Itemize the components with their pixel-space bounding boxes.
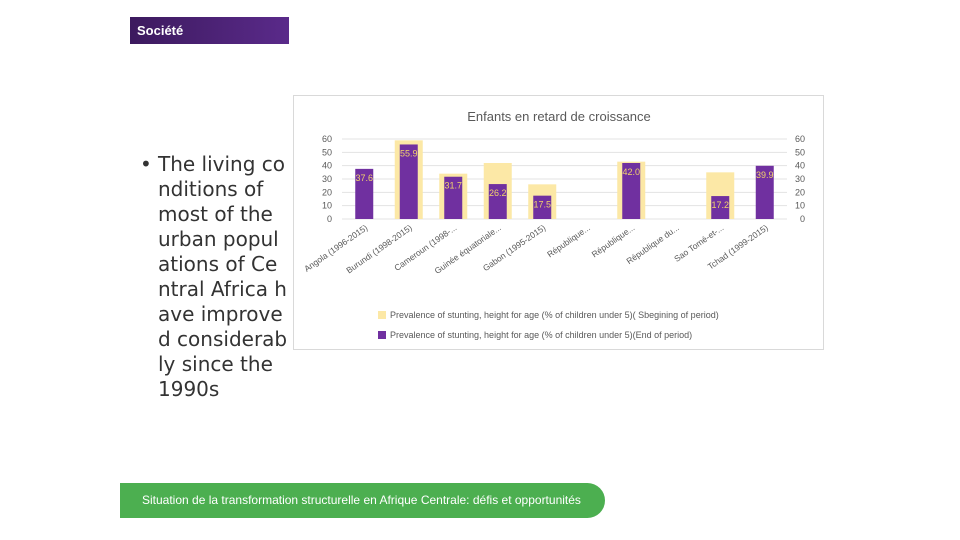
x-axis: Angola (1996-2015)Burundi (1998-2015)Cam… xyxy=(302,222,770,276)
bullet-text: The living conditions of most of the urb… xyxy=(158,152,288,401)
legend-swatch-begin xyxy=(378,311,386,319)
bullet-dot-icon: • xyxy=(140,152,152,176)
footer-banner: Situation de la transformation structure… xyxy=(120,483,605,518)
series-end-bars xyxy=(355,144,774,219)
y-tick-label-right: 10 xyxy=(795,201,805,211)
y-tick-label-left: 30 xyxy=(322,174,332,184)
section-tag: Société xyxy=(130,17,289,44)
bar-end xyxy=(488,184,507,219)
data-label: 55.9 xyxy=(400,148,418,158)
data-label: 39.9 xyxy=(756,170,774,180)
stunting-chart: Enfants en retard de croissance 0 10 20 30 4… xyxy=(302,109,805,340)
y-tick-label-right: 30 xyxy=(795,174,805,184)
y-tick-label-left: 10 xyxy=(322,201,332,211)
y-tick-label-left: 20 xyxy=(322,187,332,197)
x-tick-label: République... xyxy=(545,222,592,259)
y-tick-label-left: 0 xyxy=(327,214,332,224)
data-label: 31.7 xyxy=(444,181,462,191)
chart-title: Enfants en retard de croissance xyxy=(467,109,651,124)
legend-label-end: Prevalence of stunting, height for age (… xyxy=(390,330,692,340)
y-tick-label-right: 50 xyxy=(795,147,805,157)
data-label: 17.2 xyxy=(711,200,729,210)
y-tick-label-left: 60 xyxy=(322,134,332,144)
bar-end xyxy=(399,144,418,219)
chart-legend: Prevalence of stunting, height for age (… xyxy=(378,310,719,340)
data-labels: 37.6 55.9 31.7 26.2 17.5 42.0 17.2 39.9 xyxy=(355,148,773,210)
bar-end xyxy=(444,176,463,219)
bar-end xyxy=(533,195,552,219)
y-tick-label-right: 60 xyxy=(795,134,805,144)
y-tick-label-right: 0 xyxy=(800,214,805,224)
y-tick-label-right: 20 xyxy=(795,187,805,197)
y-tick-label-left: 50 xyxy=(322,147,332,157)
legend-label-begin: Prevalence of stunting, height for age (… xyxy=(390,310,719,320)
bar-end xyxy=(755,165,774,219)
data-label: 17.5 xyxy=(533,200,551,210)
y-tick-label-right: 40 xyxy=(795,161,805,171)
chart-frame: Enfants en retard de croissance 0 10 20 30 4… xyxy=(293,95,824,350)
y-axis-left: 0 10 20 30 40 50 60 xyxy=(322,134,332,224)
data-label: 42.0 xyxy=(622,167,640,177)
bar-end xyxy=(622,163,641,219)
legend-swatch-end xyxy=(378,331,386,339)
data-label: 37.6 xyxy=(355,173,373,183)
bar-end xyxy=(711,196,730,219)
y-tick-label-left: 40 xyxy=(322,161,332,171)
data-label: 26.2 xyxy=(489,188,507,198)
bar-end xyxy=(355,168,374,219)
y-axis-right: 0 10 20 30 40 50 60 xyxy=(795,134,805,224)
